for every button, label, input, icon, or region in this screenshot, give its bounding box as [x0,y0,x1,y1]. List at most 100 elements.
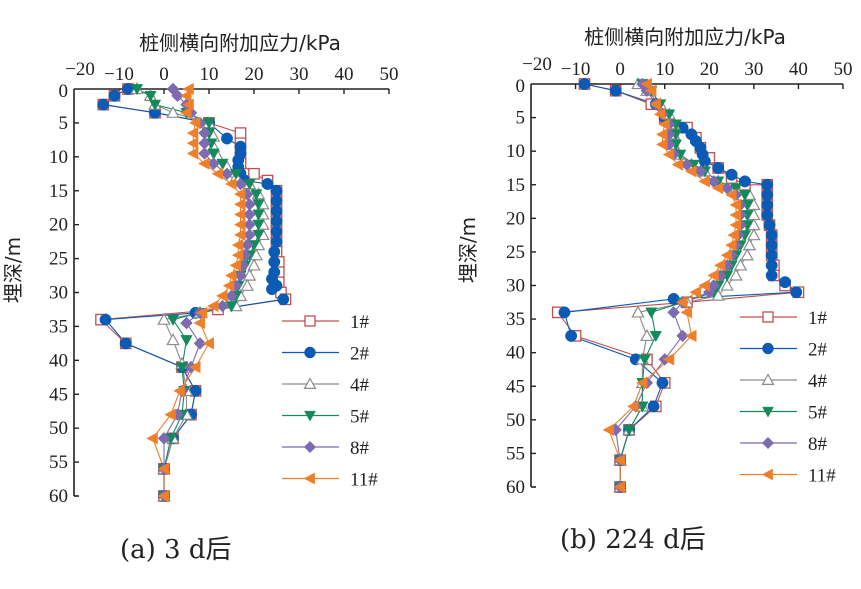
legend-item: 2# [282,344,370,365]
x-tick-label: 10 [655,59,674,80]
legend-label: 11# [350,470,378,491]
data-point [644,84,657,97]
y-tick-label: 40 [49,350,68,371]
data-point [684,329,697,343]
data-point [727,228,739,242]
data-point [713,259,726,272]
data-point [653,108,666,121]
data-point [157,489,170,503]
data-point [261,178,274,190]
data-point [765,239,778,252]
series-markers-8 [157,82,256,503]
panel-caption: (a) 3 d后 [120,535,232,565]
data-point [207,148,220,160]
data-point [645,307,658,319]
data-point [725,188,737,201]
legend-label: 1# [808,308,828,329]
legend-item: 5# [282,407,370,428]
x-tick-label: −10 [561,59,591,80]
data-point [186,126,199,140]
y-tick-label: 55 [49,452,68,473]
legend-item: 5# [740,403,828,424]
legend-label: 2# [808,340,828,361]
legend-marker [762,311,774,323]
data-point [658,118,670,131]
x-tick-label: 50 [834,59,853,80]
legend-marker [762,342,774,355]
data-point [613,453,626,467]
data-point [729,198,742,212]
data-point [765,269,778,282]
legend-label: 1# [350,312,370,333]
legend-item: 4# [282,375,370,396]
x-tick-label: 20 [700,59,719,80]
legend-item: 11# [282,470,378,491]
data-point [166,314,180,326]
legend-label: 5# [350,407,370,428]
data-point [243,179,256,191]
y-tick-label: 10 [506,141,525,162]
data-point [676,329,689,343]
data-point [252,209,265,221]
data-point [631,305,645,318]
series-markers-11 [602,77,742,494]
data-point [270,205,283,218]
legend-marker [303,472,315,485]
legend-label: 4# [350,375,370,396]
y-tick-label: 5 [59,113,69,134]
panel-a: 桩侧横向附加应力/kPa 埋深/m −20 −10 0 10 20 30 40 50 0 5 10 15 2… [1,31,399,565]
data-point [157,312,171,325]
y-tick-label: 35 [506,309,525,330]
data-point [186,137,199,150]
data-point [166,333,180,346]
data-point [233,188,246,201]
series-line [619,83,755,487]
y-tick-label: 0 [59,81,69,102]
data-point [698,175,710,188]
data-point [250,189,263,201]
legend-label: 5# [808,403,828,424]
data-point [662,148,675,161]
series-4 [619,83,755,487]
data-point [240,278,254,291]
data-point [252,199,265,211]
data-point [761,188,774,201]
data-point [233,198,246,211]
data-point [671,158,684,171]
panel-caption: (b) 224 d后 [560,525,706,555]
y-tick-label: 25 [49,249,68,270]
data-point [270,194,283,207]
legend-marker [303,440,317,454]
data-point [211,167,224,180]
y-tick-label: 15 [49,181,68,202]
data-point [729,218,742,232]
data-point [720,249,733,262]
y-tick-label: 30 [49,283,68,304]
x-tick-label: 50 [380,64,399,85]
data-point [231,249,244,262]
y-axis-title: 埋深/m [456,217,480,283]
series-line [563,83,798,487]
data-point [680,306,693,319]
data-point [763,219,776,232]
data-point [180,335,193,347]
data-point [229,168,243,181]
x-axis-title: 桩侧横向附加应力/kPa [139,31,341,55]
data-point [99,313,112,326]
data-point [649,98,661,111]
data-point [188,116,201,130]
data-point [202,118,216,130]
legend-label: 8# [808,434,828,455]
data-point [206,299,219,313]
data-point [202,337,215,350]
legend-marker [761,436,775,450]
data-point [173,384,185,397]
data-point [712,162,725,174]
data-point [725,168,738,181]
x-tick-label: 40 [789,59,808,80]
data-point [270,215,283,228]
legend-label: 8# [350,438,370,459]
data-point [234,127,247,139]
data-point [729,268,743,281]
